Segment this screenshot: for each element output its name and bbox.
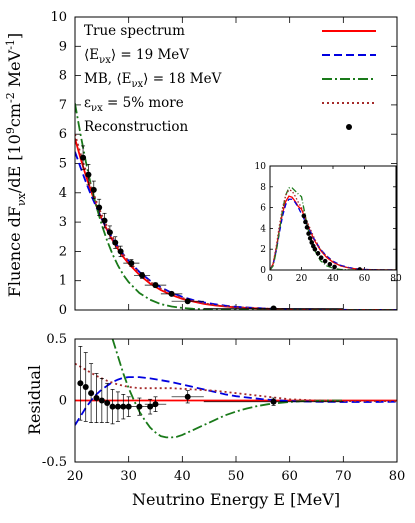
inset-reconstruction-point xyxy=(327,261,333,267)
main-reconstruction-point xyxy=(85,171,92,178)
main-y-tick-label: 10 xyxy=(50,10,67,25)
legend-item-5-more: ενx = 5% more xyxy=(84,95,376,114)
residual-x-tick-label: 30 xyxy=(120,469,137,484)
main-y-tick-label: 0 xyxy=(59,303,67,318)
inset-x-tick-label: 40 xyxy=(327,274,339,284)
inset-y-tick-label: 10 xyxy=(255,162,267,172)
main-y-tick-label: 9 xyxy=(59,39,67,54)
inset-reconstruction-point xyxy=(357,267,363,270)
main-reconstruction-point xyxy=(80,154,87,161)
inset-x-tick-label: 20 xyxy=(296,274,308,284)
residual-reconstruction-point xyxy=(109,403,116,410)
inset-x-tick-label: 60 xyxy=(359,274,371,284)
main-reconstruction-point xyxy=(90,186,97,193)
residual-y-tick-label: -0.5 xyxy=(42,455,67,470)
main-reconstruction-point xyxy=(152,282,159,289)
inset-reconstruction-point xyxy=(315,251,321,256)
main-y-tick-label: 8 xyxy=(59,69,67,84)
inset-background xyxy=(270,166,396,270)
main-reconstruction-point xyxy=(106,229,113,236)
main-y-tick-label: 1 xyxy=(59,274,67,289)
residual-reconstruction-point xyxy=(88,390,95,397)
main-y-axis-label: Fluence dFνx/dE [109cm-2 MeV-1] xyxy=(4,33,28,297)
inset-plot-panel: 0 20 40 60 80 0 2 4 6 8 10 xyxy=(255,162,402,284)
main-y-tick-label: 6 xyxy=(59,127,67,142)
main-reconstruction-point xyxy=(101,217,108,224)
residual-reconstruction-point xyxy=(136,403,143,410)
residual-frame xyxy=(74,338,398,463)
inset-y-tick-label: 2 xyxy=(260,245,266,255)
inset-reconstruction-point xyxy=(318,255,324,261)
residual-x-tick-label: 50 xyxy=(228,469,245,484)
inset-reconstruction-point xyxy=(301,213,307,219)
residual-reconstruction-point xyxy=(93,395,100,402)
main-y-tick-label: 4 xyxy=(59,186,67,201)
legend-label: MB, ⟨Eνx⟩ = 18 MeV xyxy=(84,71,222,90)
residual-x-tick-label: 70 xyxy=(335,469,352,484)
main-reconstruction-point xyxy=(112,239,119,246)
inset-reconstruction-point xyxy=(303,219,308,225)
inset-x-tick-label: 80 xyxy=(390,274,402,284)
main-y-tick-label: 7 xyxy=(59,98,67,113)
inset-x-tick-label: 0 xyxy=(267,274,273,284)
inset-reconstruction-point xyxy=(307,235,313,241)
inset-reconstruction-point xyxy=(332,264,337,270)
main-reconstruction-point xyxy=(117,248,124,255)
inset-y-tick-label: 0 xyxy=(260,266,266,276)
inset-reconstruction-point xyxy=(306,231,311,236)
residual-reconstruction-point xyxy=(147,403,154,410)
inset-y-tick-label: 4 xyxy=(260,224,266,234)
residual-x-tick-label: 80 xyxy=(389,469,406,484)
inset-series-x-5-more xyxy=(270,189,396,270)
residual-x-tick-label: 60 xyxy=(281,469,298,484)
main-plot-panel: 0 1 2 3 4 5 6 7 8 9 10 xyxy=(50,10,398,318)
legend-item-true-spectrum: True spectrum xyxy=(84,23,376,39)
main-reconstruction-point xyxy=(270,305,277,310)
legend-label: Reconstruction xyxy=(84,119,188,135)
legend-item-reconstruction: Reconstruction xyxy=(84,119,352,135)
legend-item-e-19-mev: ⟨Eνx⟩ = 19 MeV xyxy=(84,47,376,66)
main-y-tick-label: 5 xyxy=(59,157,67,172)
inset-reconstruction-point xyxy=(309,240,315,245)
residual-reconstruction-point xyxy=(98,397,105,404)
main-reconstruction-point xyxy=(96,204,103,211)
inset-reconstruction-point xyxy=(304,225,310,230)
residual-series-x-5-more xyxy=(75,362,397,403)
legend-item-mb-e-18-mev: MB, ⟨Eνx⟩ = 18 MeV xyxy=(84,71,376,90)
main-reconstruction-point xyxy=(128,260,135,267)
residual-reconstruction-point xyxy=(152,401,159,408)
inset-reconstruction-point xyxy=(322,258,328,264)
residual-reconstruction-point xyxy=(104,399,111,406)
residual-x-tick-label: 20 xyxy=(67,469,84,484)
residual-reconstruction-point xyxy=(184,393,191,400)
inset-frame xyxy=(269,165,397,271)
inset-y-tick-label: 8 xyxy=(260,183,266,193)
main-y-tick-label: 3 xyxy=(59,215,67,230)
legend-label: ⟨Eνx⟩ = 19 MeV xyxy=(84,47,189,66)
main-reconstruction-point xyxy=(168,290,175,297)
inset-reconstruction-point xyxy=(312,246,318,252)
inset-y-tick-label: 6 xyxy=(260,204,266,214)
residual-reconstruction-point xyxy=(125,403,132,410)
x-axis-label: Neutrino Energy E [MeV] xyxy=(132,490,340,509)
residual-reconstruction-point xyxy=(114,403,121,410)
residual-reconstruction-point xyxy=(77,380,84,387)
residual-y-axis-label: Residual xyxy=(25,365,44,435)
residual-reconstruction-point xyxy=(82,383,89,390)
main-y-tick-label: 2 xyxy=(59,244,67,259)
residual-reconstruction-point xyxy=(270,398,277,405)
residual-y-tick-label: 0 xyxy=(59,394,67,409)
residual-plot-panel: 20 30 40 50 60 70 80 -0.5 0 0.5 xyxy=(42,332,405,484)
residual-y-tick-label: 0.5 xyxy=(46,332,67,347)
main-frame xyxy=(74,16,398,311)
legend: True spectrum ⟨Eνx⟩ = 19 MeV MB, ⟨Eνx⟩ = 1… xyxy=(84,23,376,135)
main-reconstruction-point xyxy=(184,298,191,305)
legend-label: True spectrum xyxy=(84,23,185,39)
residual-x-tick-label: 40 xyxy=(174,469,191,484)
residual-series-e-x-19-mev xyxy=(75,376,397,426)
legend-label: ενx = 5% more xyxy=(84,95,184,114)
legend-marker xyxy=(346,124,352,130)
main-reconstruction-point xyxy=(139,272,146,279)
